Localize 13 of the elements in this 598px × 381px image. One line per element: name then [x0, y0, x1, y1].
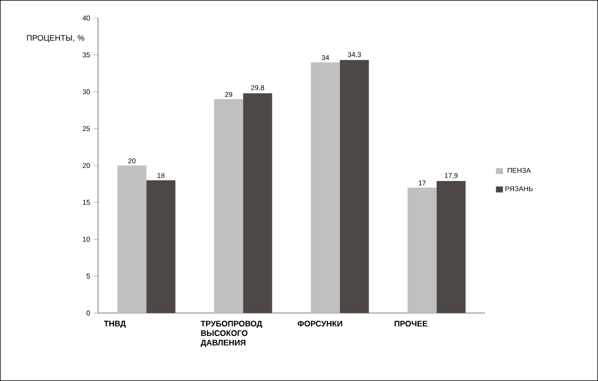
bar	[146, 180, 176, 314]
x-tick-label: ТРУБОПРОВОД ВЫСОКОГО ДАВЛЕНИЯ	[200, 320, 262, 347]
bar	[243, 93, 272, 314]
x-tick-label: ПРОЧЕЕ	[394, 320, 428, 326]
bar	[310, 62, 340, 314]
bar	[340, 60, 369, 314]
y-axis-title: ПРОЦЕНТЫ, %	[27, 35, 84, 42]
bar	[436, 180, 466, 314]
bar	[214, 99, 244, 314]
x-tick-label: ТНВД	[104, 320, 126, 328]
x-tick-label: ФОРСУНКИ	[298, 320, 342, 326]
bar	[408, 188, 437, 314]
bar	[117, 166, 146, 314]
